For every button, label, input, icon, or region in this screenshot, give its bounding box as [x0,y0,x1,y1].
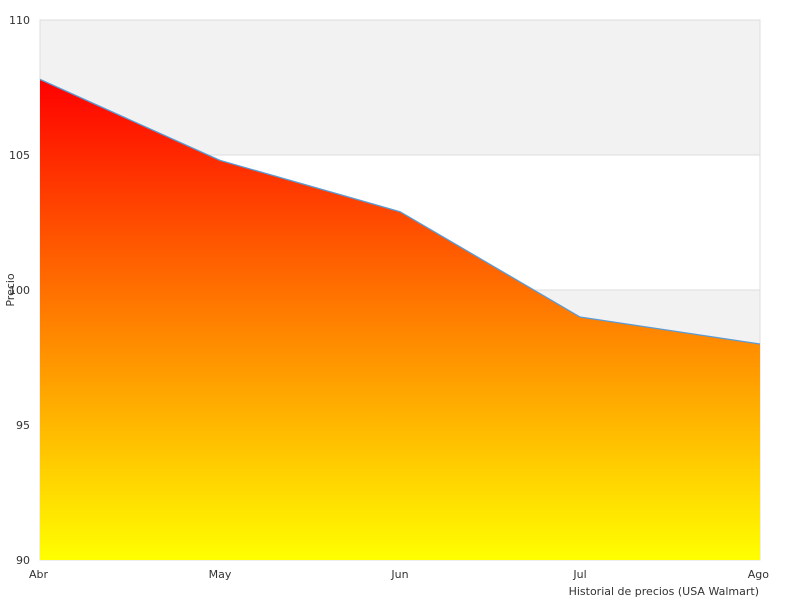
x-tick-label: May [209,568,232,581]
x-tick-label: Jun [390,568,408,581]
x-axis-ticks: Abr May Jun Jul Ago [29,568,769,581]
y-axis-ticks: 90 95 100 105 110 [9,14,30,567]
x-tick-label: Jul [572,568,586,581]
y-tick-label: 90 [16,554,30,567]
x-tick-label: Abr [29,568,49,581]
grid-band [40,20,760,155]
y-tick-label: 105 [9,149,30,162]
price-line [39,78,761,345]
price-area [40,79,760,561]
x-tick-label: Ago [748,568,770,581]
x-axis-title: Historial de precios (USA Walmart) [569,585,759,598]
y-axis-title: Precio [4,273,17,307]
y-tick-label: 100 [9,284,30,297]
y-tick-label: 110 [9,14,30,27]
y-tick-label: 95 [16,419,30,432]
